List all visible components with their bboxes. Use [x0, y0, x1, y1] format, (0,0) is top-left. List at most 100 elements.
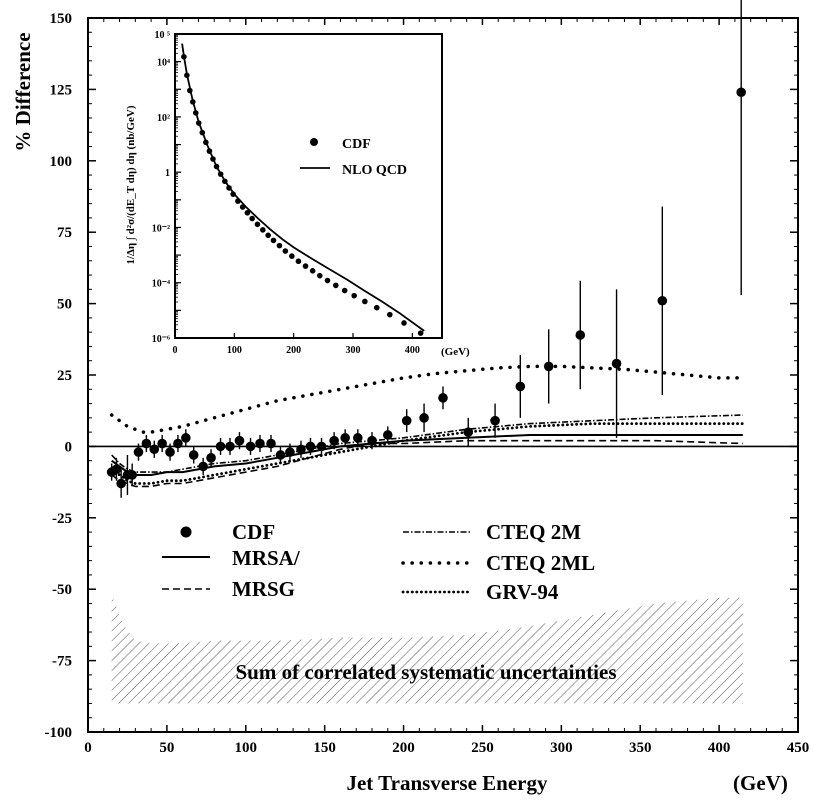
inset-cdf-point: [210, 156, 216, 162]
cdf-data-point: [206, 453, 216, 463]
cdf-data-point: [438, 393, 448, 403]
cdf-data-point: [111, 464, 122, 475]
cdf-data-point: [353, 433, 363, 443]
inset-cdf-point: [316, 272, 323, 279]
cdf-data-point: [382, 430, 393, 440]
y-tick-label: 125: [50, 82, 73, 98]
cdf-data-point: [329, 435, 339, 446]
cdf-data-point: [234, 435, 245, 446]
y-tick-label: -25: [52, 511, 72, 527]
inset-x-tick-label: 200: [286, 345, 301, 356]
inset-x-tick-label: 400: [405, 345, 420, 356]
x-tick-label: 100: [235, 740, 258, 756]
cdf-data-point: [736, 87, 746, 98]
legend-label-grv94: GRV-94: [486, 580, 559, 604]
cdf-data-point: [215, 441, 226, 452]
inset-cdf-point: [265, 232, 271, 239]
y-tick-label: -100: [45, 725, 73, 741]
cdf-data-point: [225, 441, 235, 452]
cdf-data-point: [255, 438, 265, 449]
inset-x-tick-label: 300: [346, 345, 361, 356]
inset-legend-label-nlo: NLO QCD: [342, 163, 407, 178]
cdf-data-point: [149, 444, 160, 455]
y-tick-label: 0: [65, 439, 73, 455]
curve-mrsg: [111, 439, 743, 488]
inset-cdf-point: [254, 221, 261, 228]
inset-y-tick-label: 10⁻⁴: [152, 279, 170, 290]
inset-cdf-point: [226, 185, 232, 191]
inset-cdf-point: [184, 72, 190, 79]
cdf-data-point: [141, 438, 152, 449]
inset-cdf-point: [302, 263, 309, 269]
cdf-data-point: [285, 447, 295, 457]
x-tick-label: 250: [471, 740, 494, 756]
cdf-data-point: [543, 361, 554, 372]
inset-cdf-point: [195, 120, 202, 126]
y-tick-label: 50: [57, 297, 72, 313]
cdf-data-point: [266, 438, 276, 449]
x-axis-unit: (GeV): [733, 771, 788, 795]
inset-cdf-point: [181, 53, 187, 60]
inset-y-tick-label: 1: [165, 168, 170, 179]
inset-cdf-point: [332, 282, 339, 289]
cdf-data-point: [275, 450, 286, 460]
cdf-data-point: [575, 330, 586, 340]
cdf-data-point: [611, 358, 622, 369]
inset-legend-label-cdf: CDF: [342, 137, 371, 152]
inset-y-tick-label: 10⁻²: [152, 223, 170, 234]
cdf-data-point: [367, 435, 377, 446]
cdf-data-point: [188, 450, 199, 460]
legend-item-cteq2ml: CTEQ 2ML: [401, 551, 595, 575]
cdf-data-point: [305, 441, 316, 452]
inset-cdf-point: [282, 248, 289, 254]
legend-item-grv94: GRV-94: [401, 580, 559, 604]
cdf-data-point: [515, 381, 526, 392]
cdf-data-point: [316, 441, 327, 452]
x-tick-label: 350: [629, 740, 652, 756]
legend-label-cteq2m: CTEQ 2M: [486, 520, 581, 544]
cdf-data-point: [340, 433, 350, 443]
inset-cdf-point: [187, 87, 193, 94]
inset-cdf-point: [324, 277, 331, 284]
inset-legend: CDF NLO QCD: [300, 137, 407, 178]
inset-x-axis-unit: (GeV): [441, 346, 470, 358]
inset-cdf-point: [260, 227, 266, 233]
y-axis-title: % Difference: [11, 32, 35, 151]
x-axis-title: Jet Transverse Energy: [346, 771, 548, 795]
cdf-data-point: [490, 415, 500, 426]
y-tick-label: -50: [52, 582, 72, 598]
cdf-data-point: [463, 427, 474, 437]
inset-cdf-point: [249, 215, 255, 222]
cdf-data-point: [401, 415, 412, 426]
inset-curve-nlo-qcd: [181, 43, 425, 332]
legend-item-cdf: CDF: [180, 520, 275, 544]
inset-y-axis-title: 1/Δη ∫ d²σ/(dE_T dη) dη (nb/GeV): [125, 105, 137, 264]
inset-cdf-point: [230, 191, 236, 197]
cdf-data-point: [419, 413, 429, 423]
x-tick-label: 0: [84, 740, 92, 756]
inset-cdf-point: [235, 198, 241, 204]
inset-cdf-point: [199, 129, 206, 136]
inset-cdf-point: [217, 171, 224, 177]
cdf-data-point: [165, 447, 175, 457]
cdf-data-point: [657, 295, 668, 306]
main-plot: Sum of correlated systematic uncertainti…: [11, 0, 809, 795]
inset-cdf-point: [362, 298, 368, 305]
cdf-data-point: [133, 447, 144, 457]
inset-cdf-point: [289, 253, 295, 259]
inset-background: [175, 34, 442, 338]
inset-cdf-point: [401, 320, 407, 326]
inset-plot: 0 100 200 300 400 10⁻⁶ 10⁻⁴ 10⁻² 1 10² 10⁴ 10 ⁵ 1/…: [125, 30, 470, 358]
x-tick-label: 150: [313, 740, 336, 756]
cdf-data-point: [296, 444, 306, 455]
inset-cdf-point: [309, 268, 316, 274]
cdf-data-point: [116, 478, 126, 489]
y-tick-label: 150: [50, 11, 73, 27]
legend-label-cteq2ml: CTEQ 2ML: [486, 551, 595, 575]
cdf-data-point: [127, 470, 137, 480]
inset-cdf-point: [206, 148, 213, 154]
inset-x-tick-label: 0: [173, 345, 178, 356]
cdf-data-point: [157, 438, 167, 449]
inset-cdf-point: [276, 242, 283, 249]
